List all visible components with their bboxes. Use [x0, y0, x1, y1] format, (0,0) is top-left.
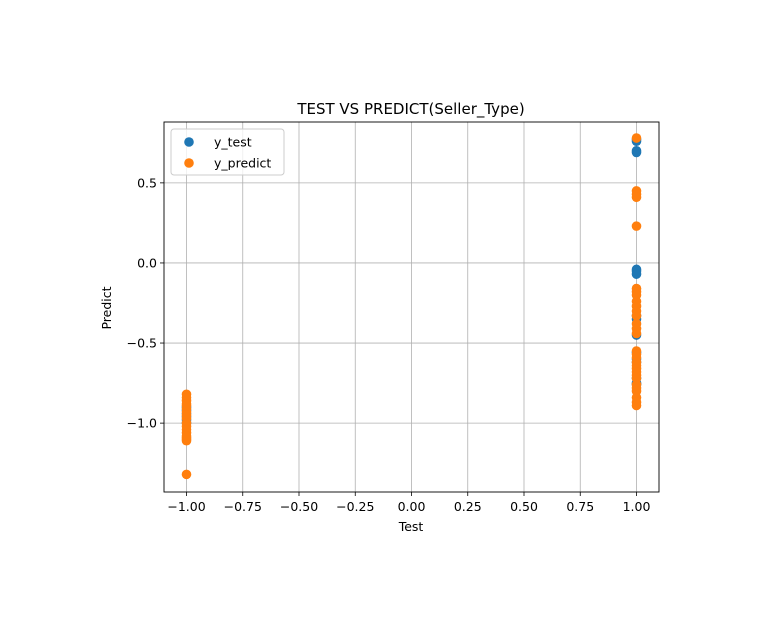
- x-tick-label: −0.25: [336, 499, 374, 514]
- data-point: [631, 221, 642, 231]
- data-point: [631, 133, 642, 143]
- x-tick-label: −1.00: [167, 499, 205, 514]
- data-point: [631, 311, 642, 321]
- data-point: [631, 192, 642, 203]
- y-tick-label: 0.0: [137, 255, 157, 270]
- x-tick-label: −0.75: [224, 499, 262, 514]
- legend-marker: [184, 137, 194, 147]
- legend-box: [170, 128, 285, 176]
- x-tick-label: 1.00: [623, 499, 651, 514]
- legend-marker: [184, 158, 194, 168]
- grid: [164, 122, 659, 492]
- chart-title: TEST VS PREDICT(Seller_Type): [296, 100, 524, 119]
- ticks: −1.00 −0.75 −0.50 −0.25 0.00 0.25 0.50 0.75 1.00…: [127, 175, 651, 514]
- series-y_predict: [181, 133, 642, 480]
- data-point: [631, 400, 642, 411]
- y-tick-label: −0.5: [127, 336, 157, 351]
- y-tick-label: 0.5: [137, 175, 157, 190]
- x-axis-label: Test: [398, 519, 424, 534]
- data-point: [631, 328, 642, 339]
- x-tick-label: 0.00: [398, 499, 426, 514]
- legend-label: y_test: [214, 135, 252, 150]
- legend: y_test y_predict: [170, 128, 285, 176]
- data-point: [181, 400, 192, 411]
- y-tick-label: −1.0: [127, 416, 157, 431]
- legend-label: y_predict: [214, 156, 271, 171]
- x-tick-label: −0.50: [280, 499, 318, 514]
- x-tick-label: 0.50: [510, 499, 538, 514]
- data-points: [181, 133, 642, 480]
- data-point: [631, 147, 642, 158]
- x-tick-label: 0.25: [454, 499, 482, 514]
- x-tick-label: 0.75: [566, 499, 594, 514]
- y-axis-label: Predict: [99, 286, 114, 329]
- data-point: [181, 432, 192, 443]
- data-point: [181, 469, 192, 480]
- data-point: [631, 269, 642, 279]
